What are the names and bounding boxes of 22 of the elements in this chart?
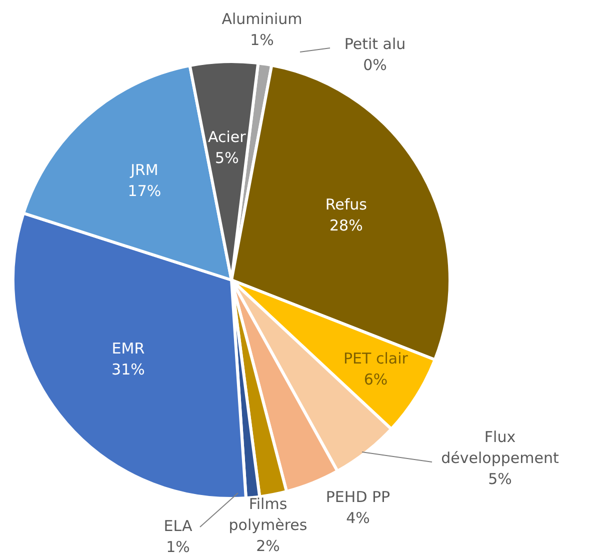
data-label: 28% — [329, 216, 363, 234]
slice-label: Flux développement — [441, 428, 559, 467]
slice-label: Acier — [208, 128, 247, 146]
data-label: 1% — [166, 538, 190, 556]
legend-label: Petit alu — [344, 34, 406, 53]
data-label: 6% — [364, 370, 388, 389]
text: 0% — [363, 56, 387, 74]
data-label: 5% — [488, 470, 512, 488]
slice-label: Films polymères — [228, 494, 308, 534]
slice-label: EMR — [112, 340, 145, 358]
data-label: 31% — [112, 360, 145, 379]
data-label: 17% — [128, 182, 162, 200]
data-label: 4% — [346, 508, 370, 527]
slice-label: Refus — [325, 195, 368, 214]
data-label: 5% — [215, 148, 239, 167]
data-label: 1% — [250, 30, 274, 49]
slice-label: Aluminium — [222, 10, 302, 28]
slice-label: ELA — [164, 516, 193, 535]
slice-label: PEHD PP — [326, 488, 390, 506]
data-label: 2% — [256, 536, 280, 555]
slice-label: JRM — [130, 160, 158, 179]
slice-label: PET clair — [344, 350, 409, 368]
